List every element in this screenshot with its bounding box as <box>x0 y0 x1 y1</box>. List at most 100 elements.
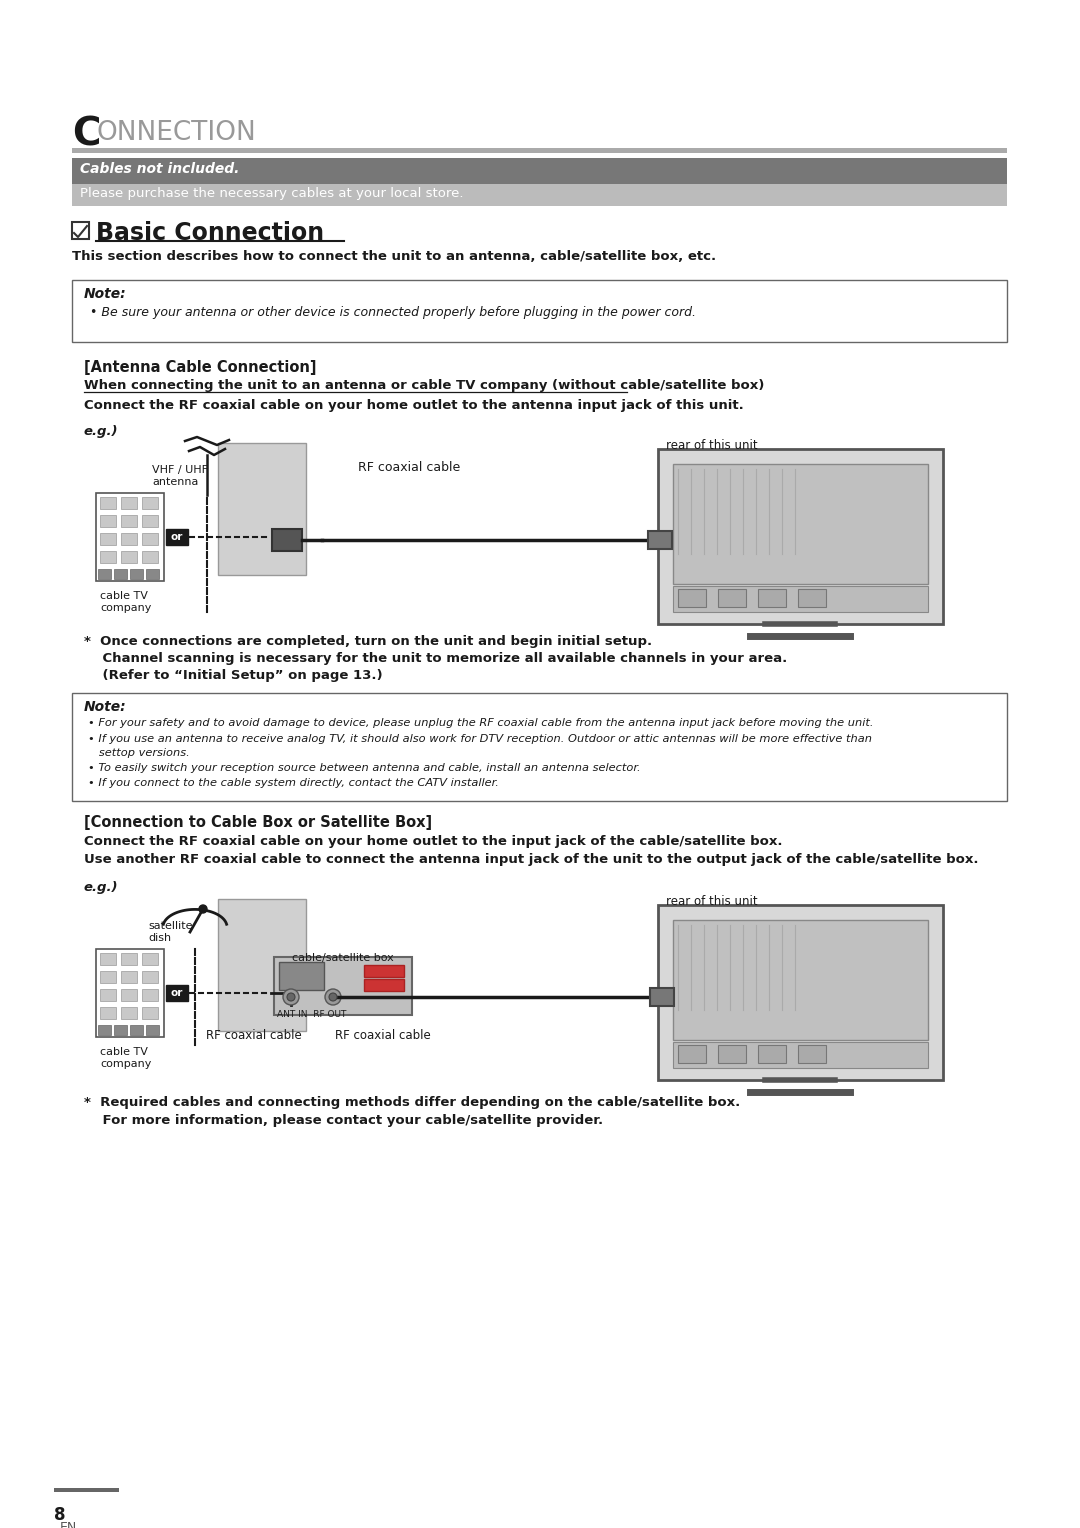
Bar <box>673 1042 928 1068</box>
Text: e.g.): e.g.) <box>84 425 119 439</box>
Bar <box>100 497 116 509</box>
Bar <box>114 568 127 579</box>
Bar <box>141 953 158 966</box>
Bar <box>96 949 164 1038</box>
Text: cable TV
company: cable TV company <box>100 1047 151 1068</box>
Text: Use another RF coaxial cable to connect the antenna input jack of the unit to th: Use another RF coaxial cable to connect … <box>84 853 978 866</box>
Text: satellite
dish: satellite dish <box>148 921 192 943</box>
Text: • Be sure your antenna or other device is connected properly before plugging in : • Be sure your antenna or other device i… <box>90 306 696 319</box>
Bar <box>166 986 188 1001</box>
Text: Note:: Note: <box>84 700 126 714</box>
Bar <box>121 970 137 983</box>
Bar <box>141 533 158 545</box>
Bar <box>146 568 159 579</box>
Text: 8: 8 <box>54 1507 66 1523</box>
Bar <box>98 1025 111 1034</box>
Text: or: or <box>171 532 184 542</box>
Bar <box>121 1007 137 1019</box>
Bar <box>272 529 302 552</box>
Bar <box>121 953 137 966</box>
Text: • If you use an antenna to receive analog TV, it should also work for DTV recept: • If you use an antenna to receive analo… <box>87 733 872 744</box>
Bar <box>718 1045 746 1063</box>
Bar <box>274 957 411 1015</box>
Text: Please purchase the necessary cables at your local store.: Please purchase the necessary cables at … <box>80 186 463 200</box>
Bar <box>114 1025 127 1034</box>
Bar <box>72 222 89 238</box>
Bar <box>648 532 672 549</box>
Text: C: C <box>72 115 100 153</box>
Bar <box>678 588 706 607</box>
Bar <box>72 694 1007 801</box>
Text: (Refer to “Initial Setup” on page 13.): (Refer to “Initial Setup” on page 13.) <box>84 669 382 681</box>
Bar <box>658 905 943 1080</box>
Text: rear of this unit: rear of this unit <box>666 895 758 908</box>
Bar <box>100 533 116 545</box>
Bar <box>146 1025 159 1034</box>
Text: • If you connect to the cable system directly, contact the CATV installer.: • If you connect to the cable system dir… <box>87 778 499 788</box>
Text: Connect the RF coaxial cable on your home outlet to the antenna input jack of th: Connect the RF coaxial cable on your hom… <box>84 399 744 413</box>
Text: rear of this unit: rear of this unit <box>666 439 758 452</box>
Text: VHF / UHF
antenna: VHF / UHF antenna <box>152 465 208 486</box>
Text: • For your safety and to avoid damage to device, please unplug the RF coaxial ca: • For your safety and to avoid damage to… <box>87 718 874 727</box>
Text: ANT IN  RF OUT: ANT IN RF OUT <box>276 1010 347 1019</box>
Text: Note:: Note: <box>84 287 126 301</box>
Text: • To easily switch your reception source between antenna and cable, install an a: • To easily switch your reception source… <box>87 762 640 773</box>
Text: RF coaxial cable: RF coaxial cable <box>335 1028 431 1042</box>
Bar <box>798 1045 826 1063</box>
Bar <box>364 966 404 976</box>
Bar <box>650 989 674 1005</box>
Bar <box>98 568 111 579</box>
Bar <box>96 494 164 581</box>
Text: cable/satellite box: cable/satellite box <box>292 953 394 963</box>
Bar <box>121 552 137 562</box>
Bar <box>100 1007 116 1019</box>
Text: This section describes how to connect the unit to an antenna, cable/satellite bo: This section describes how to connect th… <box>72 251 716 263</box>
Bar <box>673 920 928 1041</box>
Text: [Antenna Cable Connection]: [Antenna Cable Connection] <box>84 361 316 374</box>
Bar <box>100 515 116 527</box>
Bar <box>130 1025 143 1034</box>
Bar <box>141 1007 158 1019</box>
Text: *  Required cables and connecting methods differ depending on the cable/satellit: * Required cables and connecting methods… <box>84 1096 740 1109</box>
Bar <box>166 529 188 545</box>
Text: EN: EN <box>60 1520 78 1528</box>
Text: settop versions.: settop versions. <box>87 749 190 758</box>
Text: When connecting the unit to an antenna or cable TV company (without cable/satell: When connecting the unit to an antenna o… <box>84 379 765 393</box>
Bar <box>279 963 324 990</box>
Bar <box>718 588 746 607</box>
Bar <box>121 515 137 527</box>
Bar <box>72 183 1007 206</box>
Text: Channel scanning is necessary for the unit to memorize all available channels in: Channel scanning is necessary for the un… <box>84 652 787 665</box>
Bar <box>758 588 786 607</box>
Bar <box>141 989 158 1001</box>
Bar <box>100 970 116 983</box>
Bar <box>130 568 143 579</box>
Circle shape <box>287 993 295 1001</box>
Bar <box>141 970 158 983</box>
Bar <box>218 898 306 1031</box>
Text: For more information, please contact your cable/satellite provider.: For more information, please contact you… <box>84 1114 603 1128</box>
Bar <box>100 989 116 1001</box>
Bar <box>121 497 137 509</box>
Bar <box>673 465 928 584</box>
Circle shape <box>283 989 299 1005</box>
Bar <box>658 449 943 623</box>
Text: Connect the RF coaxial cable on your home outlet to the input jack of the cable/: Connect the RF coaxial cable on your hom… <box>84 834 783 848</box>
Bar <box>141 497 158 509</box>
Text: RF coaxial cable: RF coaxial cable <box>357 461 460 474</box>
Circle shape <box>199 905 207 914</box>
Bar <box>72 148 1007 153</box>
Text: Basic Connection: Basic Connection <box>96 222 324 244</box>
Circle shape <box>329 993 337 1001</box>
Text: or: or <box>171 989 184 998</box>
Bar <box>758 1045 786 1063</box>
Text: Cables not included.: Cables not included. <box>80 162 240 176</box>
Bar <box>673 587 928 613</box>
Bar <box>100 552 116 562</box>
Circle shape <box>325 989 341 1005</box>
Bar <box>54 1488 119 1491</box>
Text: [Connection to Cable Box or Satellite Box]: [Connection to Cable Box or Satellite Bo… <box>84 814 432 830</box>
Bar <box>141 552 158 562</box>
Text: ONNECTION: ONNECTION <box>97 121 257 147</box>
Text: RF coaxial cable: RF coaxial cable <box>206 1028 302 1042</box>
